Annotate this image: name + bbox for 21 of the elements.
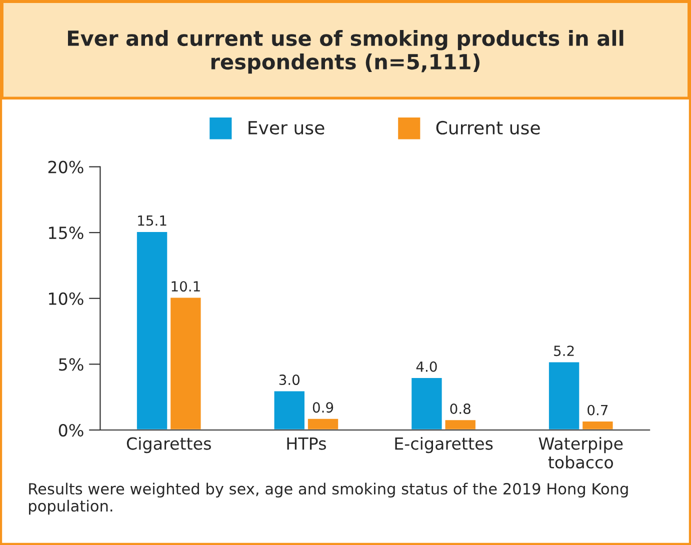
x-tick-label: E-cigarettes: [395, 436, 493, 454]
y-tick-label: 15%: [49, 226, 84, 240]
text: 10.1: [172, 281, 200, 292]
x-tick-label: HTPs: [287, 437, 326, 450]
text: 0.7: [588, 404, 608, 416]
text: 0.9: [312, 402, 334, 413]
y-tick-label: 10%: [49, 292, 84, 305]
text: Results were weighted by sex, age and smoking status of the 2019 Hong Kong population.: [29, 482, 628, 515]
legend-label: Ever use: [248, 121, 324, 135]
legend-label: Current use: [436, 120, 540, 135]
text: 5.2: [554, 346, 574, 356]
text: 4.0: [416, 361, 437, 372]
text: 15.1: [138, 215, 166, 226]
x-tick-label: Waterpipe tobacco: [538, 436, 623, 469]
text: 3.0: [279, 374, 300, 386]
text: 0.8: [450, 404, 470, 414]
chart-title: Ever and current use of smoking products in all respondents (n=5,111): [68, 30, 624, 74]
y-tick-label: 0%: [58, 424, 84, 437]
y-tick-label: 20%: [48, 160, 84, 174]
x-tick-label: Cigarettes: [126, 436, 211, 454]
y-tick-label: 5%: [59, 358, 84, 371]
